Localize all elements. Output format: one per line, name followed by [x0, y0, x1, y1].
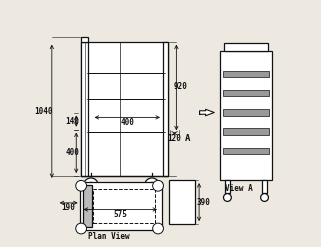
Text: 120: 120 [168, 134, 182, 143]
Bar [163, 42, 168, 176]
Text: 400: 400 [121, 118, 134, 127]
Circle shape [153, 223, 163, 234]
Circle shape [76, 180, 86, 191]
Polygon shape [200, 109, 214, 116]
Circle shape [145, 178, 159, 193]
Text: 390: 390 [196, 198, 210, 207]
Bar [81, 37, 88, 42]
Text: View A: View A [225, 184, 253, 193]
Text: Plan View: Plan View [88, 232, 130, 241]
Bar [223, 109, 269, 116]
Bar [225, 180, 230, 193]
Bar [223, 148, 269, 154]
Bar [81, 42, 88, 176]
Circle shape [261, 194, 268, 201]
Text: 575: 575 [114, 210, 127, 219]
Bar [223, 128, 269, 135]
Circle shape [153, 180, 163, 191]
Circle shape [76, 223, 86, 234]
Bar [81, 42, 168, 176]
Bar [262, 180, 267, 193]
Bar [83, 185, 92, 227]
Text: 1040: 1040 [35, 107, 53, 116]
Bar [223, 90, 269, 96]
Circle shape [83, 178, 98, 193]
Bar [80, 182, 162, 230]
Text: 920: 920 [174, 82, 187, 91]
Text: 140: 140 [65, 117, 80, 125]
Bar [224, 43, 268, 51]
Bar [220, 51, 272, 180]
Text: A: A [185, 134, 191, 143]
Text: 190: 190 [61, 203, 75, 212]
Bar [223, 71, 269, 77]
Text: 400: 400 [65, 148, 80, 157]
Bar [169, 180, 195, 224]
Circle shape [223, 194, 231, 201]
Bar [93, 189, 155, 223]
Circle shape [88, 182, 94, 188]
Circle shape [149, 182, 155, 188]
